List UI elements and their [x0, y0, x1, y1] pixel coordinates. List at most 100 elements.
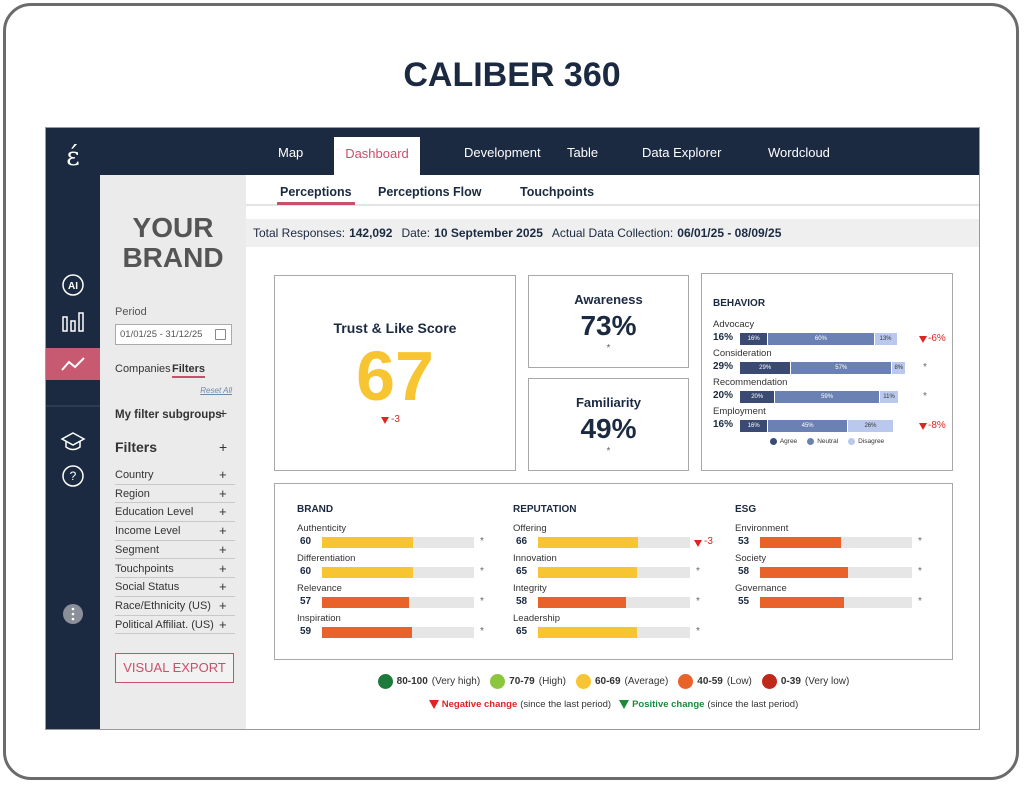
score-bar: [322, 597, 409, 608]
period-input[interactable]: 01/01/25 - 31/12/25: [115, 324, 232, 345]
score-bar: [760, 537, 841, 548]
nav-tab[interactable]: Table: [567, 145, 599, 160]
panel-tab[interactable]: Filters: [172, 363, 206, 378]
filter-label: Political Affiliat. (US): [115, 618, 214, 631]
sidebar: [46, 128, 100, 729]
behavior-segment: 13%: [874, 333, 898, 345]
score-change: *: [480, 566, 484, 577]
info-value: 06/01/25 - 08/09/25: [677, 226, 782, 240]
filter-row[interactable]: Segment +: [115, 541, 235, 560]
column-title: REPUTATION: [513, 504, 577, 515]
behavior-label: Recommendation: [713, 377, 788, 388]
filter-row[interactable]: Region +: [115, 485, 235, 504]
score-bar: [322, 627, 412, 638]
segment-label: 60%: [814, 336, 827, 342]
bar-icon[interactable]: [62, 312, 84, 332]
score-value: 53: [738, 536, 750, 547]
score-value: 57: [300, 596, 312, 607]
reset-link[interactable]: Reset All: [200, 386, 232, 395]
subtab[interactable]: Perceptions: [277, 185, 355, 205]
legend-item: Neutral: [807, 438, 838, 445]
score-label: Governance: [735, 583, 787, 594]
score-bar: [760, 597, 844, 608]
filter-row[interactable]: Race/Ethnicity (US) +: [115, 597, 235, 616]
plus: +: [219, 405, 228, 421]
filters-title: Filters: [115, 439, 158, 455]
filter-label: Social Status: [115, 581, 180, 594]
filter-label: Race/Ethnicity (US): [115, 599, 211, 612]
behavior-legend: Agree Neutral Disagree: [702, 438, 952, 445]
period-label: Period: [115, 306, 147, 318]
info-value: 142,092: [349, 226, 393, 240]
score-value: 65: [516, 626, 528, 637]
filter-row[interactable]: Touchpoints +: [115, 560, 235, 579]
filter-row[interactable]: Social Status +: [115, 578, 235, 597]
level-legend: 80-100 (Very high) 70-79 (High) 60-69 (Averag…: [246, 674, 979, 689]
filter-row[interactable]: Country +: [115, 466, 235, 485]
nav-tab[interactable]: Wordcloud: [768, 145, 830, 160]
nav-tab[interactable]: Data Explorer: [642, 145, 722, 160]
help-icon[interactable]: [62, 465, 84, 487]
score-change: *: [918, 596, 922, 607]
score-change: *: [918, 566, 922, 577]
score-bar: [538, 597, 627, 608]
level-dot: [377, 674, 393, 689]
familiarity-value: 49%: [580, 413, 637, 444]
nav-tab[interactable]: Dashboard: [334, 137, 420, 175]
period-value: 01/01/25 - 31/12/25: [120, 329, 203, 340]
change-arrow: [381, 417, 389, 424]
level-item: 60-69 (Average): [575, 674, 668, 689]
filter-row[interactable]: Income Level +: [115, 522, 235, 541]
behavior-segment: 29%: [740, 362, 792, 374]
behavior-label: Employment: [713, 406, 766, 417]
filter-row[interactable]: Political Affiliat. (US) +: [115, 616, 235, 635]
legend-label: Agree: [779, 438, 798, 445]
nav-tab[interactable]: Development: [464, 145, 541, 160]
export-button[interactable]: VISUAL EXPORT: [115, 653, 234, 683]
help-label: ?: [70, 469, 77, 483]
panel-tab[interactable]: Companies: [115, 363, 171, 375]
calendar-icon: [215, 329, 226, 340]
behavior-change: -8%: [928, 420, 946, 431]
trust-change: -3: [391, 414, 400, 425]
score-label: Society: [735, 553, 767, 564]
behavior-segment: 16%: [740, 420, 769, 432]
info-value: 10 September 2025: [434, 226, 543, 240]
score-bar: [538, 627, 637, 638]
level-range: 40-59: [697, 676, 723, 687]
behavior-score: 20%: [713, 390, 734, 401]
segment-label: 29%: [759, 365, 772, 371]
level-item: 0-39 (Very low): [761, 674, 849, 689]
sidebar-icons: AI ?: [46, 274, 100, 624]
change-desc: (since the last period): [520, 699, 612, 710]
active-nav[interactable]: [46, 348, 100, 380]
filter-label: Touchpoints: [115, 562, 174, 575]
score-change: -3: [704, 536, 713, 547]
info-label: Total Responses:: [253, 226, 346, 240]
score-change: *: [480, 626, 484, 637]
subtab[interactable]: Touchpoints: [520, 185, 595, 199]
score-value: 60: [300, 566, 312, 577]
level-desc: (Low): [726, 676, 752, 687]
subgroups[interactable]: My filter subgroups: [115, 409, 222, 421]
ai-icon[interactable]: [62, 274, 84, 296]
score-change: *: [480, 536, 484, 547]
score-value: 58: [738, 566, 750, 577]
legend-dot: [807, 438, 815, 445]
behavior-segment: 11%: [879, 391, 900, 403]
legend-dot: [769, 438, 777, 445]
score-bar: [760, 567, 849, 578]
info-label: Date:: [401, 226, 431, 240]
score-label: Leadership: [513, 613, 561, 624]
score-label: Differentiation: [297, 553, 356, 564]
filter-row[interactable]: Education Level +: [115, 503, 235, 523]
nav-tab[interactable]: Map: [278, 145, 304, 160]
behavior-segment: 57%: [791, 362, 893, 374]
behavior-change: *: [923, 362, 927, 373]
subtab[interactable]: Perceptions Flow: [378, 185, 482, 199]
change-item: Negative change (since the last period): [428, 699, 612, 710]
filter-label: Income Level: [115, 525, 181, 538]
level-desc: (Very high): [431, 676, 481, 687]
cap-icon[interactable]: [60, 432, 86, 451]
